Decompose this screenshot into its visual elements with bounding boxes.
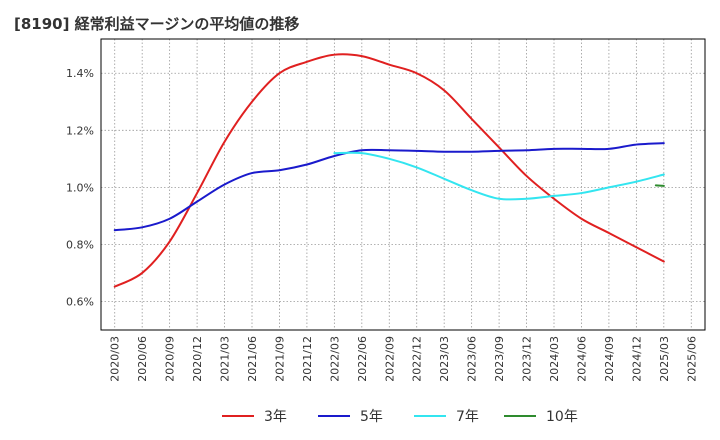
x-tick-label: 2022/09 (383, 336, 396, 382)
legend-item: 7年 (414, 404, 479, 428)
y-tick-label: 0.8% (66, 238, 94, 251)
legend-swatch (318, 415, 350, 417)
chart-title: [8190] 経常利益マージンの平均値の推移 (14, 15, 300, 33)
x-tick-label: 2021/09 (273, 336, 286, 382)
y-tick-label: 1.4% (66, 67, 94, 80)
x-tick-label: 2020/03 (109, 336, 122, 382)
y-tick-label: 0.6% (66, 295, 94, 308)
series-line-1 (113, 142, 665, 232)
legend: 3年 5年 7年 10年 (0, 404, 720, 428)
x-tick-label: 2023/09 (493, 336, 506, 382)
x-tick-label: 2020/12 (191, 336, 204, 382)
y-tick-labels: 0.6% 0.8% 1.0% 1.2% 1.4% (66, 67, 94, 308)
grid-lines (101, 39, 705, 330)
legend-label: 7年 (456, 409, 479, 425)
x-tick-label: 2022/06 (356, 336, 369, 382)
legend-swatch (504, 415, 536, 417)
x-tick-labels: 2020/03 2020/06 2020/09 2020/12 2021/03 2021/… (109, 336, 699, 382)
x-tick-label: 2025/06 (685, 336, 698, 382)
y-tick-label: 1.0% (66, 181, 94, 194)
legend-swatch (414, 415, 446, 417)
x-tick-label: 2021/03 (219, 336, 232, 382)
legend-label: 10年 (546, 409, 578, 425)
series-line-0 (113, 53, 665, 288)
x-tick-label: 2024/12 (630, 336, 643, 382)
x-tick-label: 2020/06 (136, 336, 149, 382)
legend-label: 5年 (360, 409, 383, 425)
legend-item: 10年 (504, 404, 578, 428)
x-tick-label: 2022/03 (328, 336, 341, 382)
x-tick-label: 2024/03 (548, 336, 561, 382)
legend-item: 3年 (222, 404, 287, 428)
x-tick-label: 2025/03 (658, 336, 671, 382)
legend-item: 5年 (318, 404, 383, 428)
y-tick-label: 1.2% (66, 124, 94, 137)
x-tick-label: 2021/06 (246, 336, 259, 382)
x-tick-label: 2024/09 (603, 336, 616, 382)
x-tick-label: 2023/03 (438, 336, 451, 382)
legend-swatch (222, 415, 254, 417)
x-tick-label: 2023/12 (521, 336, 534, 382)
x-tick-label: 2023/06 (466, 336, 479, 382)
x-tick-label: 2021/12 (301, 336, 314, 382)
series-lines (113, 53, 665, 288)
x-tick-label: 2022/12 (411, 336, 424, 382)
plot-frame (100, 38, 706, 331)
x-tick-label: 2020/09 (164, 336, 177, 382)
x-tick-label: 2024/06 (575, 336, 588, 382)
legend-label: 3年 (264, 409, 287, 425)
series-line-2 (333, 151, 665, 201)
series-line-3 (654, 184, 665, 187)
